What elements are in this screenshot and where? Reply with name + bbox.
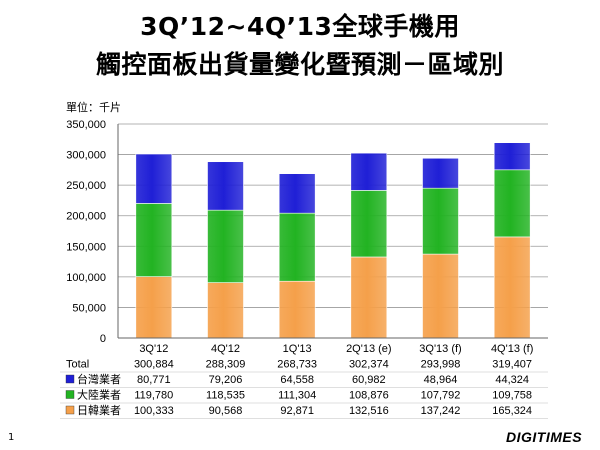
bar-segment <box>135 153 173 204</box>
digitimes-logo: DIGITIMES <box>506 429 583 445</box>
legend-swatch <box>65 374 75 384</box>
x-tick-label: 3Q'13 (f) <box>419 343 461 355</box>
bar-segment <box>278 173 316 214</box>
y-tick-label: 350,000 <box>66 119 106 131</box>
data-label: 107,792 <box>421 390 461 402</box>
data-label: 80,771 <box>137 374 171 386</box>
y-tick-label: 0 <box>100 333 106 345</box>
bar-segment <box>422 253 459 339</box>
data-label: 109,758 <box>492 390 532 402</box>
bar-segment <box>207 282 244 339</box>
page-number: 1 <box>8 432 15 443</box>
legend-label: 日韓業者 <box>77 404 121 417</box>
x-tick-label: 1Q'13 <box>283 343 312 355</box>
total-value: 268,733 <box>277 359 317 371</box>
bar-segment <box>493 142 531 171</box>
bar-segment <box>493 169 531 238</box>
total-row-label: Total <box>66 359 89 371</box>
bar-segment <box>278 212 316 282</box>
total-value: 302,374 <box>349 359 389 371</box>
x-tick-label: 3Q'12 <box>139 343 168 355</box>
data-label: 44,324 <box>495 374 529 386</box>
legend-swatch <box>65 390 75 399</box>
data-label: 100,333 <box>134 405 174 417</box>
legend-label: 台灣業者 <box>77 372 121 386</box>
data-label: 165,324 <box>492 405 532 417</box>
data-label: 92,871 <box>280 405 314 417</box>
data-label: 132,516 <box>349 405 389 417</box>
data-label: 90,568 <box>209 405 243 417</box>
x-tick-label: 2Q'13 (e) <box>346 343 392 355</box>
y-tick-label: 150,000 <box>66 241 106 253</box>
total-value: 319,407 <box>492 359 532 371</box>
x-tick-label: 4Q'13 (f) <box>491 343 533 355</box>
legend-label: 大陸業者 <box>77 388 121 402</box>
x-tick-label: 4Q'12 <box>211 343 240 355</box>
total-value: 300,884 <box>134 359 174 371</box>
data-label: 119,780 <box>134 390 173 402</box>
data-label: 111,304 <box>278 390 316 402</box>
data-label: 48,964 <box>424 374 458 386</box>
data-label: 137,242 <box>421 405 461 417</box>
bar-segment <box>135 203 173 277</box>
bar-segment <box>422 187 459 255</box>
data-label: 79,206 <box>209 374 243 386</box>
total-value: 288,309 <box>206 359 246 371</box>
data-label: 60,982 <box>352 374 386 386</box>
bar-segment <box>207 161 244 211</box>
y-tick-label: 250,000 <box>66 180 106 192</box>
y-tick-label: 100,000 <box>66 272 106 284</box>
bar-segment <box>493 236 531 339</box>
bar-segment <box>350 190 388 258</box>
y-tick-label: 200,000 <box>66 211 106 223</box>
data-label: 118,535 <box>206 390 245 402</box>
bar-segment <box>207 209 244 283</box>
chart-title-line1: 3Q’12~4Q’13全球手機用 <box>140 12 460 41</box>
bar-segment <box>278 280 316 339</box>
unit-label: 單位：千片 <box>66 101 121 114</box>
bar-segment <box>135 276 173 339</box>
data-label: 108,876 <box>349 390 389 402</box>
data-label: 64,558 <box>280 374 314 386</box>
y-tick-label: 50,000 <box>72 302 106 314</box>
legend-swatch <box>65 405 75 415</box>
bar-segment <box>350 152 388 191</box>
y-tick-label: 300,000 <box>66 150 106 162</box>
bar-segment <box>350 256 388 339</box>
chart-title-line2: 觸控面板出貨量變化暨預測－區域別 <box>95 50 504 79</box>
total-value: 293,998 <box>421 359 461 371</box>
bar-segment <box>422 157 459 189</box>
